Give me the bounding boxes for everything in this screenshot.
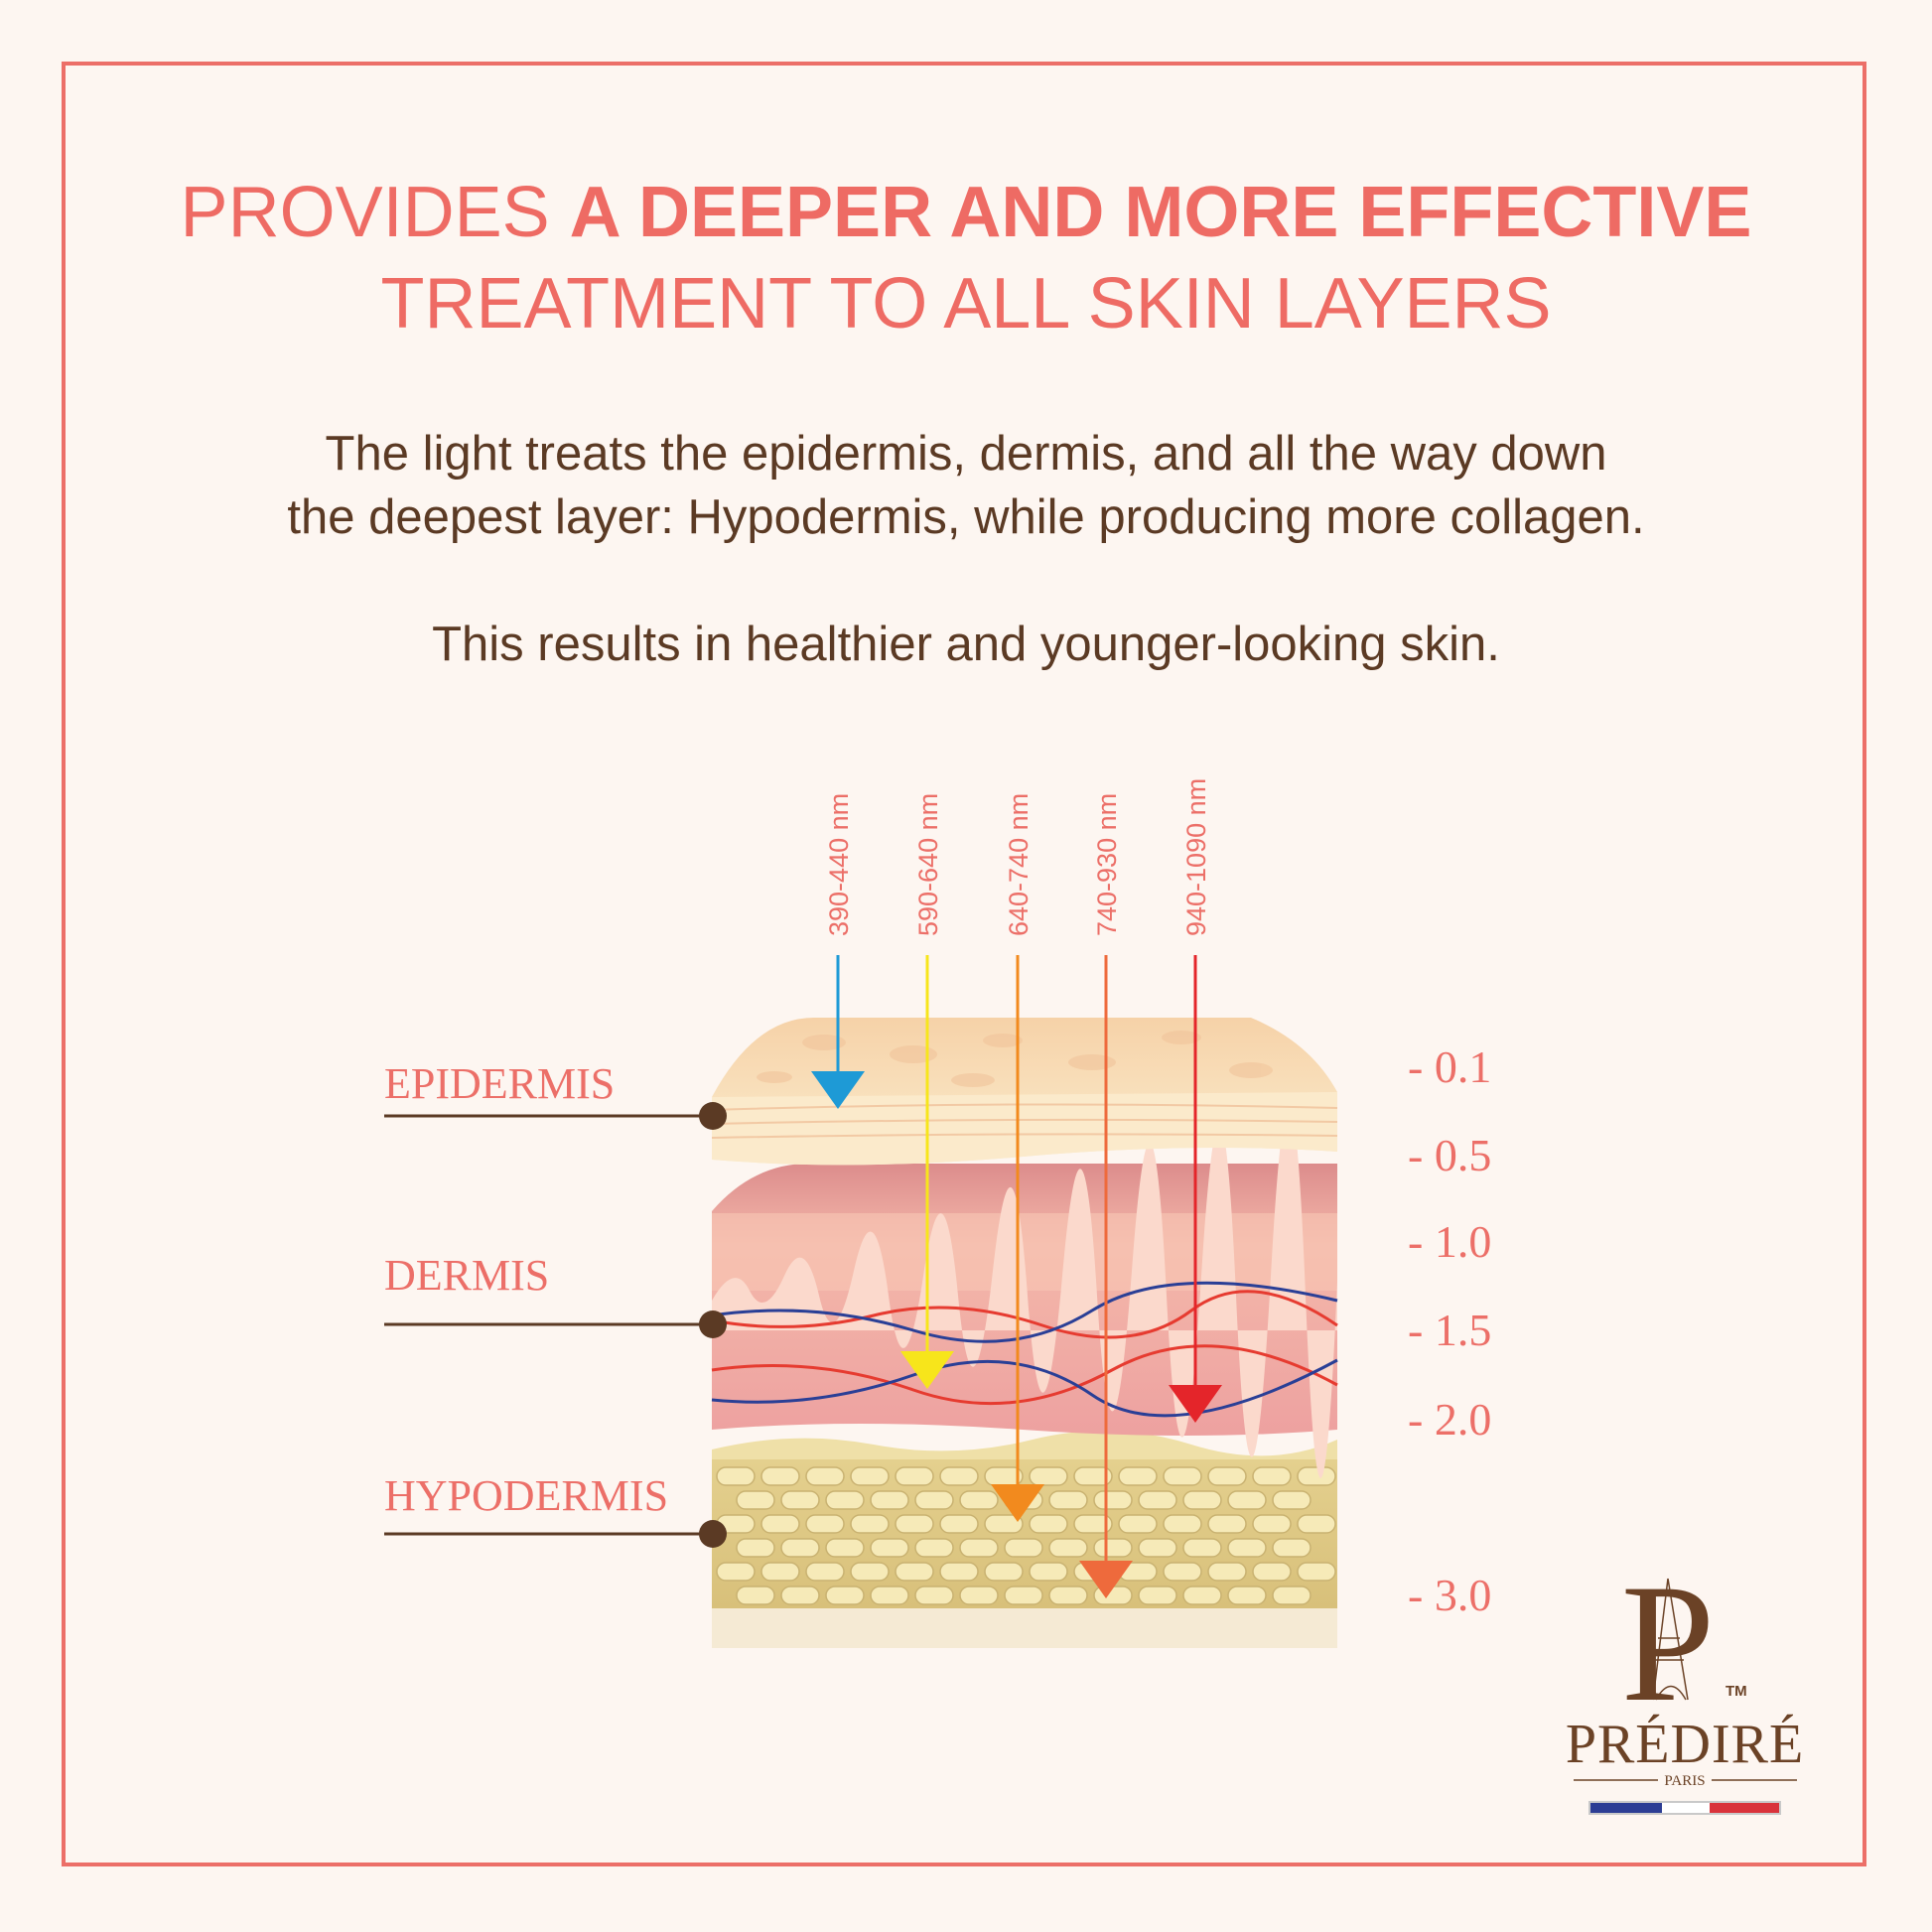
hypodermis-label: HYPODERMIS bbox=[384, 1471, 668, 1520]
epidermis-label: EPIDERMIS bbox=[384, 1059, 615, 1108]
epidermis-label-group: EPIDERMIS bbox=[384, 1059, 727, 1130]
headline-line-1: PROVIDES A DEEPER AND MORE EFFECTIVE bbox=[0, 177, 1932, 248]
description-line-2: the deepest layer: Hypodermis, while pro… bbox=[287, 490, 1645, 544]
hypodermis-leader-dot bbox=[699, 1520, 727, 1548]
arrow-head-icon bbox=[1079, 1561, 1133, 1598]
wavelength-arrow: 590-640 nm bbox=[900, 793, 954, 1389]
wavelength-arrow: 390-440 nm bbox=[811, 793, 865, 1109]
depth-label: - 0.1 bbox=[1408, 1041, 1491, 1092]
logo-monogram: P bbox=[1621, 1550, 1716, 1736]
depth-label: - 0.5 bbox=[1408, 1130, 1491, 1180]
wavelength-label: 740-930 nm bbox=[1092, 793, 1122, 936]
depth-label: - 3.0 bbox=[1408, 1570, 1491, 1620]
arrow-head-icon bbox=[811, 1071, 865, 1109]
arrow-head-icon bbox=[900, 1351, 954, 1389]
hypodermis-layer bbox=[712, 1431, 1337, 1648]
wavelength-arrow: 740-930 nm bbox=[1079, 793, 1133, 1598]
depth-label: - 2.0 bbox=[1408, 1394, 1491, 1445]
arrow-head-icon bbox=[991, 1484, 1044, 1522]
epidermis-layer bbox=[711, 1018, 1338, 1166]
arrow-head-icon bbox=[1169, 1385, 1222, 1423]
description-line-1: The light treats the epidermis, dermis, … bbox=[325, 427, 1607, 481]
dermis-label-group: DERMIS bbox=[384, 1251, 727, 1338]
description-line-3: This results in healthier and younger-lo… bbox=[432, 618, 1500, 671]
hypodermis-label-group: HYPODERMIS bbox=[384, 1471, 727, 1548]
epidermis-leader-dot bbox=[699, 1102, 727, 1130]
border-frame bbox=[62, 62, 1866, 1866]
wavelength-arrows: 390-440 nm 590-640 nm 640-740 nm 740-930 nm… bbox=[811, 778, 1222, 1598]
dermis-label: DERMIS bbox=[384, 1251, 549, 1300]
brand-logo: P TM PRÉDIRÉ PARIS bbox=[1566, 1550, 1804, 1815]
wavelength-arrow: 940-1090 nm bbox=[1169, 778, 1222, 1423]
wavelength-label: 940-1090 nm bbox=[1181, 778, 1211, 936]
headline-regular: PROVIDES bbox=[180, 173, 570, 252]
wavelength-label: 390-440 nm bbox=[824, 793, 854, 936]
wavelength-label: 590-640 nm bbox=[913, 793, 943, 936]
depth-scale: - 0.1 - 0.5 - 1.0 - 1.5 - 2.0 - 3.0 bbox=[1408, 1041, 1491, 1620]
dermis-layer bbox=[711, 1104, 1338, 1478]
headline-bold: A DEEPER AND MORE EFFECTIVE bbox=[569, 173, 1752, 252]
wavelength-label: 640-740 nm bbox=[1004, 793, 1034, 936]
depth-label: - 1.0 bbox=[1408, 1216, 1491, 1267]
depth-label: - 1.5 bbox=[1408, 1305, 1491, 1355]
dermis-leader-dot bbox=[699, 1311, 727, 1338]
eiffel-tower-icon bbox=[1652, 1578, 1689, 1701]
logo-city: PARIS bbox=[1664, 1773, 1705, 1789]
french-flag-icon bbox=[1588, 1801, 1781, 1815]
logo-brand-name: PRÉDIRÉ bbox=[1566, 1714, 1804, 1775]
wavelength-arrow: 640-740 nm bbox=[991, 793, 1044, 1522]
logo-trademark: TM bbox=[1725, 1683, 1747, 1700]
headline-line-2: TREATMENT TO ALL SKIN LAYERS bbox=[380, 264, 1552, 344]
